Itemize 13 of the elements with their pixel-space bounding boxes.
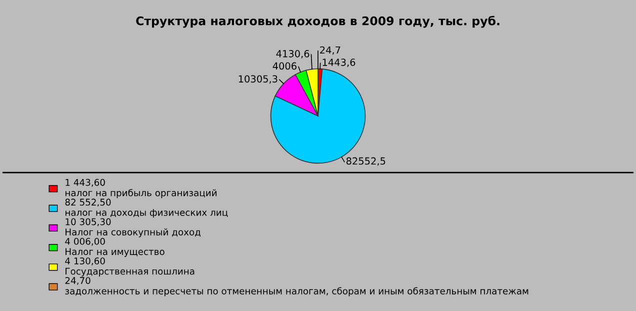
- data-label: 4006: [272, 62, 296, 70]
- legend-label: 1 443,60 налог на прибыль организаций: [66, 178, 216, 198]
- data-label: 1443,6: [322, 58, 356, 67]
- data-label: 10305,3: [238, 75, 278, 84]
- legend-label: 82 552,50 налог на доходы физических лиц: [65, 198, 228, 218]
- data-label: 82552,5: [346, 157, 386, 166]
- chart-title: Структура налоговых доходов в 2009 году, тыс. руб.: [136, 16, 500, 28]
- legend-label: 24,70 задолженность и пересчеты по отмененным налогам, сборам и иным обязательным платежам: [65, 277, 528, 296]
- data-label: 24,7: [320, 46, 340, 55]
- legend-label: 4 130,60 Государственная пошлина: [65, 257, 194, 276]
- legend-label: 4 006,00 Налог на имущество: [65, 238, 164, 257]
- data-label: 4130,6: [276, 50, 310, 58]
- legend-label: 10 305,30 Налог на совокупный доход: [66, 218, 200, 238]
